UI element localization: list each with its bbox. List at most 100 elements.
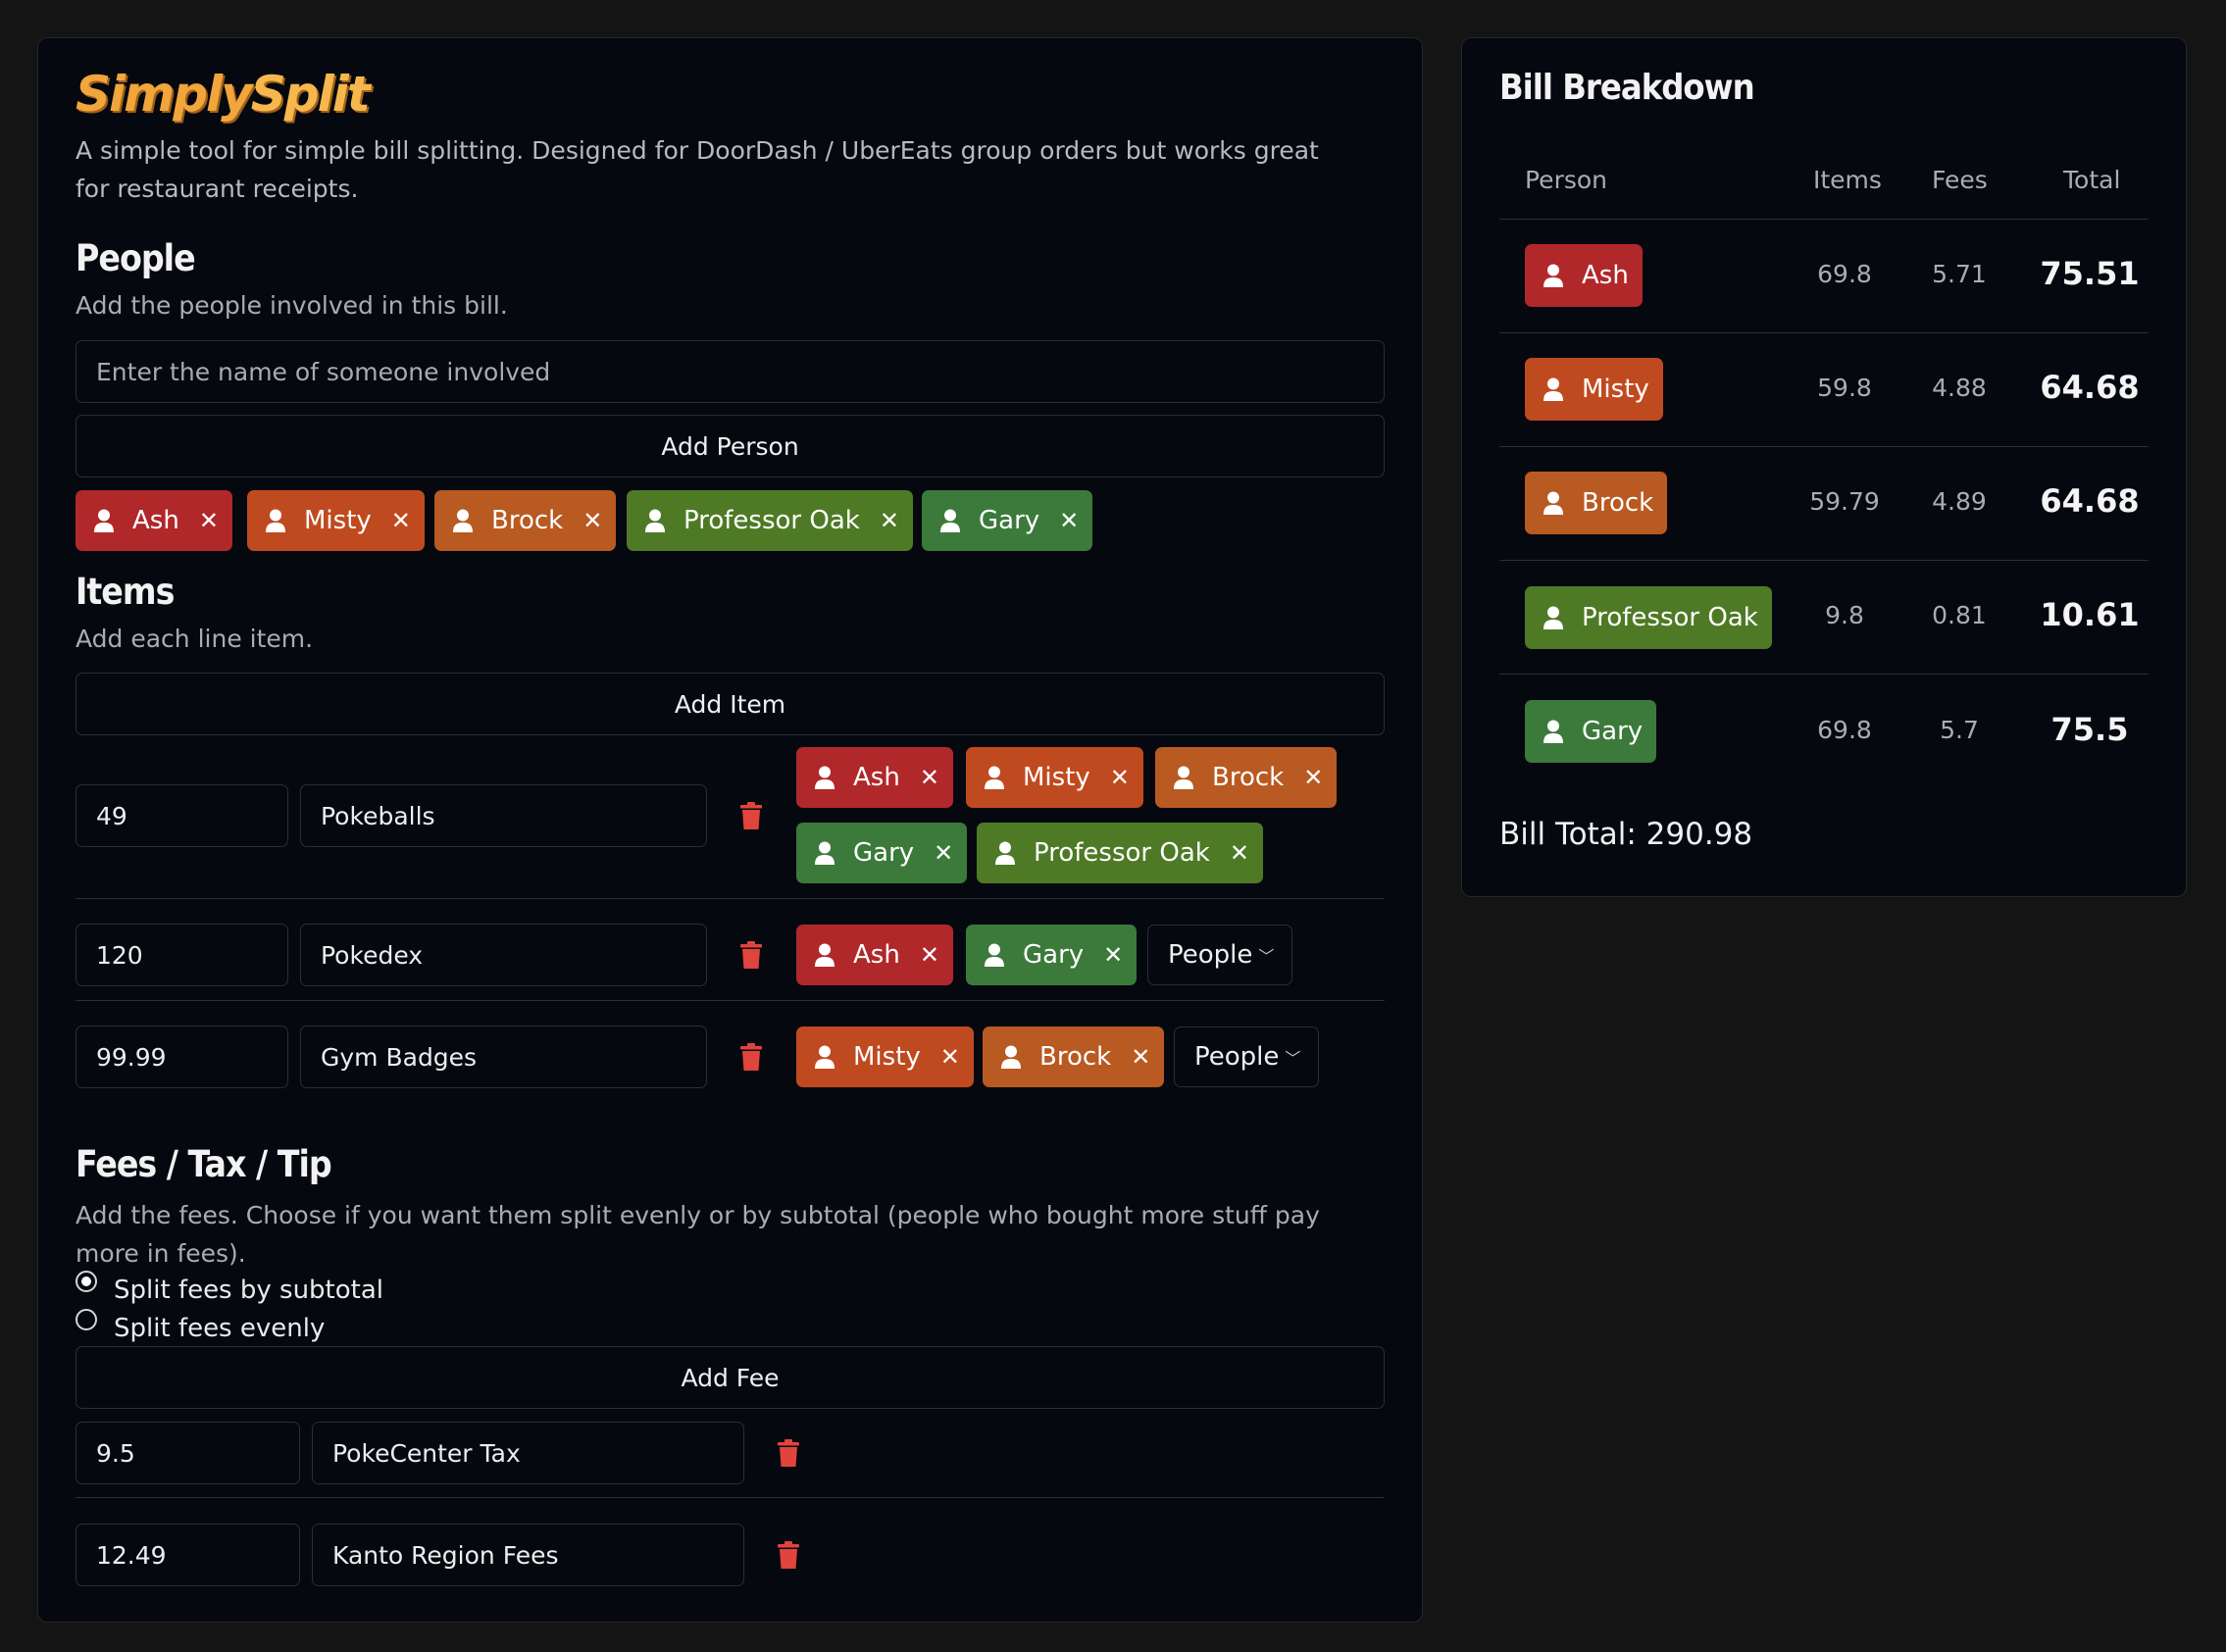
person-chip-misty: Misty ✕ — [247, 490, 425, 551]
item-person-label: Brock — [1039, 1042, 1112, 1072]
fee-name-input[interactable]: Kanto Region Fees — [312, 1524, 744, 1586]
trash-icon[interactable] — [740, 1043, 762, 1071]
fees-title: Fees / Tax / Tip — [76, 1143, 332, 1185]
fee-amount-input[interactable]: 12.49 — [76, 1524, 300, 1586]
split-by-subtotal-radio[interactable] — [76, 1271, 97, 1292]
close-icon[interactable]: ✕ — [198, 507, 219, 534]
person-chip-professor-oak: Professor Oak ✕ — [627, 490, 913, 551]
breakdown-fees-cell: 5.7 — [1940, 716, 1979, 744]
fee-amount-input[interactable]: 9.5 — [76, 1422, 300, 1484]
item-price-input[interactable]: 120 — [76, 924, 288, 986]
person-icon — [93, 509, 115, 532]
row-divider — [1499, 560, 2149, 561]
close-icon[interactable]: ✕ — [582, 507, 603, 534]
app-logo: SimplySplit — [76, 66, 371, 123]
people-dropdown[interactable]: People ﹀ — [1147, 925, 1292, 985]
close-icon[interactable]: ✕ — [1303, 764, 1324, 791]
item-person-label: Misty — [1023, 763, 1090, 792]
fees-subtitle: Add the fees. Choose if you want them sp… — [76, 1201, 1320, 1268]
person-icon — [452, 509, 474, 532]
chevron-down-icon: ﹀ — [1285, 1049, 1301, 1068]
breakdown-total-cell: 64.68 — [2040, 482, 2140, 520]
person-icon — [1543, 720, 1564, 743]
breakdown-person-professor-oak: Professor Oak — [1525, 586, 1772, 649]
item-person-label: Gary — [853, 838, 915, 868]
breakdown-person-misty: Misty — [1525, 358, 1663, 421]
person-icon — [814, 1045, 835, 1069]
person-icon — [939, 509, 961, 532]
item-name-input[interactable]: Pokeballs — [300, 784, 707, 847]
person-chip-gary: Gary ✕ — [922, 490, 1093, 551]
breakdown-person-label: Professor Oak — [1582, 603, 1758, 632]
person-icon — [644, 509, 666, 532]
breakdown-total-cell: 64.68 — [2040, 369, 2140, 406]
close-icon[interactable]: ✕ — [1131, 1043, 1151, 1071]
item-person-label: Ash — [853, 940, 900, 970]
close-icon[interactable]: ✕ — [919, 941, 939, 969]
breakdown-person-brock: Brock — [1525, 472, 1668, 534]
breakdown-person-gary: Gary — [1525, 700, 1657, 763]
add-person-button[interactable]: Add Person — [76, 415, 1385, 477]
trash-icon[interactable] — [778, 1541, 799, 1569]
trash-icon[interactable] — [740, 802, 762, 829]
add-fee-button[interactable]: Add Fee — [76, 1346, 1385, 1409]
people-title: People — [76, 237, 196, 279]
person-chip-ash: Ash ✕ — [76, 490, 232, 551]
person-icon — [814, 766, 835, 789]
item-price-input[interactable]: 99.99 — [76, 1026, 288, 1088]
close-icon[interactable]: ✕ — [1109, 764, 1130, 791]
item-person-label: Misty — [853, 1042, 921, 1072]
item-person-chip: Brock ✕ — [1155, 747, 1338, 808]
split-evenly-radio[interactable] — [76, 1309, 97, 1330]
person-name-input[interactable]: Enter the name of someone involved — [76, 340, 1385, 403]
row-divider — [1499, 446, 2149, 447]
person-icon — [1543, 606, 1564, 629]
item-person-chip: Ash ✕ — [796, 747, 953, 808]
breakdown-person-label: Misty — [1582, 375, 1649, 404]
person-chip-label: Ash — [132, 506, 179, 535]
person-chip-brock: Brock ✕ — [434, 490, 617, 551]
item-divider — [76, 898, 1385, 899]
fee-name-input[interactable]: PokeCenter Tax — [312, 1422, 744, 1484]
breakdown-items-cell: 69.8 — [1817, 260, 1872, 288]
split-by-subtotal-label[interactable]: Split fees by subtotal — [114, 1276, 384, 1305]
close-icon[interactable]: ✕ — [1103, 941, 1124, 969]
item-divider — [76, 1000, 1385, 1001]
person-icon — [994, 841, 1016, 865]
item-person-label: Gary — [1023, 940, 1085, 970]
trash-icon[interactable] — [740, 941, 762, 969]
item-person-chip: Misty ✕ — [966, 747, 1143, 808]
bill-breakdown-panel: Bill Breakdown Person Items Fees Total A… — [1461, 37, 2187, 897]
breakdown-items-cell: 59.8 — [1817, 374, 1872, 402]
person-icon — [265, 509, 286, 532]
add-item-button[interactable]: Add Item — [76, 673, 1385, 735]
item-person-chip: Brock ✕ — [983, 1026, 1165, 1087]
items-subtitle: Add each line item. — [76, 625, 314, 653]
breakdown-items-cell: 9.8 — [1825, 601, 1864, 629]
close-icon[interactable]: ✕ — [1059, 507, 1080, 534]
breakdown-items-cell: 69.8 — [1817, 716, 1872, 744]
person-icon — [1543, 264, 1564, 287]
main-panel: SimplySplit A simple tool for simple bil… — [37, 37, 1423, 1623]
breakdown-person-label: Brock — [1582, 488, 1654, 518]
item-price-input[interactable]: 49 — [76, 784, 288, 847]
breakdown-total-cell: 75.5 — [2050, 711, 2129, 748]
close-icon[interactable]: ✕ — [934, 839, 954, 867]
person-chip-label: Gary — [979, 506, 1040, 535]
item-name-input[interactable]: Gym Badges — [300, 1026, 707, 1088]
close-icon[interactable]: ✕ — [1229, 839, 1249, 867]
split-evenly-label[interactable]: Split fees evenly — [114, 1314, 326, 1343]
person-icon — [1543, 491, 1564, 515]
logo-split: Split — [250, 66, 371, 123]
item-person-chip: Gary ✕ — [966, 925, 1138, 985]
person-icon — [814, 943, 835, 967]
trash-icon[interactable] — [778, 1439, 799, 1467]
bill-total: Bill Total: 290.98 — [1499, 817, 1753, 852]
close-icon[interactable]: ✕ — [390, 507, 411, 534]
close-icon[interactable]: ✕ — [919, 764, 939, 791]
close-icon[interactable]: ✕ — [879, 507, 899, 534]
item-name-input[interactable]: Pokedex — [300, 924, 707, 986]
close-icon[interactable]: ✕ — [939, 1043, 960, 1071]
people-dropdown[interactable]: People ﹀ — [1174, 1026, 1319, 1087]
people-dropdown-label: People — [1194, 1042, 1280, 1072]
